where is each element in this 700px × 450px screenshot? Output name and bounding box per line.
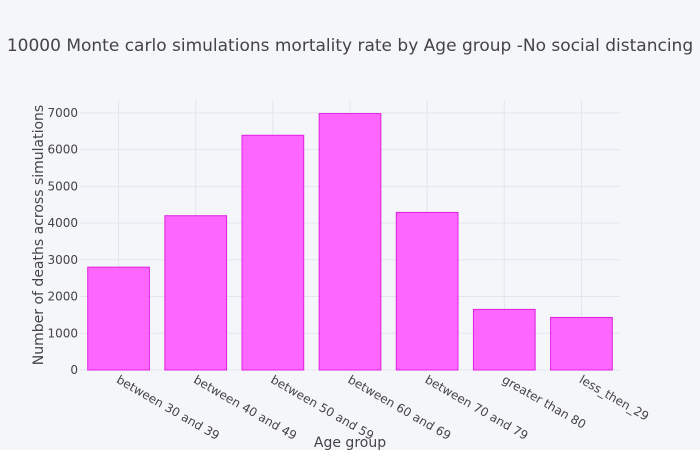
y-tick-label: 3000 bbox=[47, 253, 78, 267]
bars bbox=[87, 113, 613, 371]
y-tick-label: 1000 bbox=[47, 326, 78, 340]
y-tick-label: 7000 bbox=[47, 106, 78, 120]
y-tick-labels: 0 1000 2000 3000 4000 5000 6000 7000 bbox=[47, 106, 78, 377]
x-tick-label: less_then_29 bbox=[577, 372, 651, 423]
bar[interactable] bbox=[550, 316, 613, 371]
bar[interactable] bbox=[87, 266, 150, 371]
y-tick-label: 4000 bbox=[47, 216, 78, 230]
bar[interactable] bbox=[164, 215, 228, 371]
x-axis-title: Age group bbox=[314, 435, 386, 450]
bar[interactable] bbox=[472, 308, 536, 371]
y-axis-title: Number of deaths across simulations bbox=[31, 105, 47, 365]
bar[interactable] bbox=[241, 134, 305, 371]
y-tick-label: 5000 bbox=[47, 179, 78, 193]
y-tick-label: 2000 bbox=[47, 290, 78, 304]
chart-title: 10000 Monte carlo simulations mortality … bbox=[7, 36, 693, 56]
bar[interactable] bbox=[395, 211, 459, 371]
bar[interactable] bbox=[318, 113, 382, 371]
y-tick-label: 6000 bbox=[47, 143, 78, 157]
y-tick-label: 0 bbox=[70, 363, 78, 377]
